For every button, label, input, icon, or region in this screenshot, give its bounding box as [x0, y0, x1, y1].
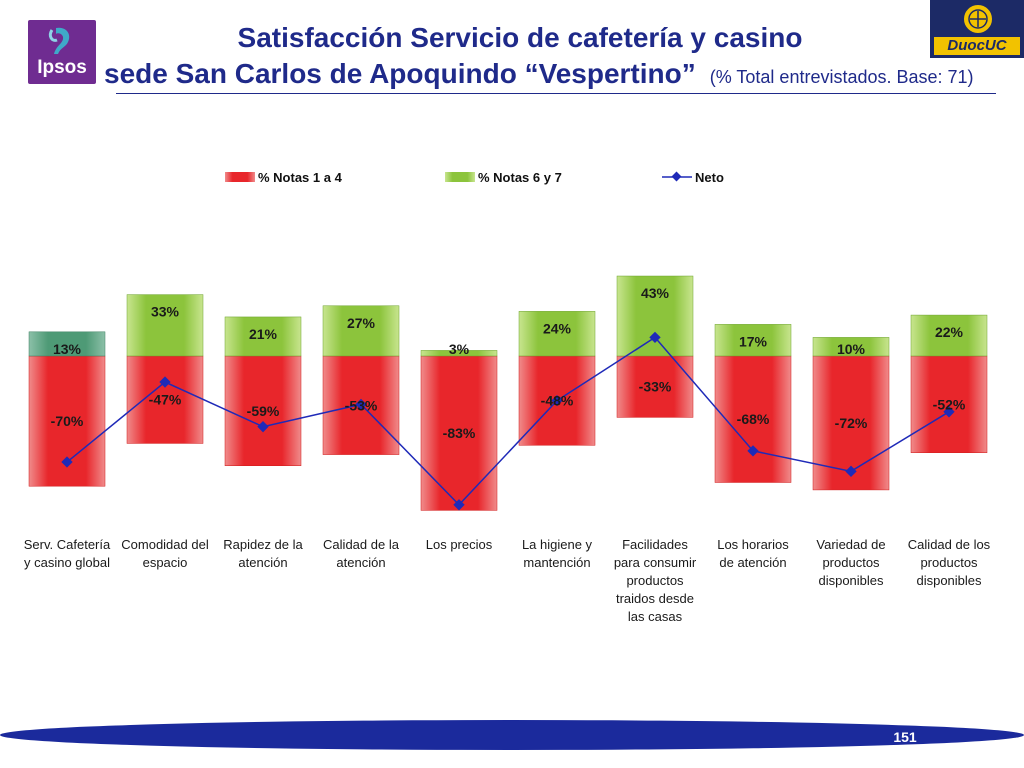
bar-notas-1-4-4 — [420, 355, 498, 511]
bar-notas-1-4-9 — [910, 355, 988, 453]
label-notas-6-7-9: 22% — [935, 324, 964, 340]
bar-notas-6-7-9 — [910, 314, 988, 357]
neto-point-2 — [257, 421, 269, 433]
neto-point-5 — [551, 394, 563, 407]
satisfaction-chart: % Notas 1 a 4 % Notas 6 y 7 Neto 13% -70% 33… — [24, 170, 991, 624]
bar-notas-6-7-5 — [518, 311, 596, 357]
page-subtitle: (% Total entrevistados. Base: 71) — [709, 67, 974, 87]
page-title-line2: sede San Carlos de Apoquindo “Vespertino… — [104, 58, 974, 90]
category-label-6-3: traidos desde — [616, 591, 694, 606]
category-label-7-1: de atención — [719, 555, 786, 570]
category-label-5-0: La higiene y — [522, 537, 593, 552]
legend-neto-marker — [671, 171, 682, 182]
label-notas-6-7-4: 3% — [449, 341, 470, 357]
category-label-5-1: mantención — [523, 555, 590, 570]
label-notas-1-4-4: -83% — [443, 425, 476, 441]
category-label-8-2: disponibles — [818, 573, 884, 588]
category-label-1-1: espacio — [143, 555, 188, 570]
label-notas-6-7-6: 43% — [641, 285, 670, 301]
label-notas-6-7-7: 17% — [739, 333, 768, 349]
neto-point-6 — [649, 331, 661, 344]
legend-label-0: % Notas 1 a 4 — [258, 170, 343, 185]
page-title-line1: Satisfacción Servicio de cafetería y cas… — [237, 22, 803, 53]
legend-swatch-1 — [445, 172, 475, 182]
label-notas-1-4-3: -53% — [345, 397, 378, 413]
duoc-seal-icon — [962, 3, 994, 35]
label-notas-6-7-1: 33% — [151, 304, 180, 320]
category-label-9-1: productos — [920, 555, 978, 570]
neto-series-line — [66, 336, 950, 506]
bar-notas-6-7-1 — [126, 294, 204, 357]
bar-notas-6-7-7 — [714, 324, 792, 357]
category-label-3-1: atención — [336, 555, 385, 570]
bar-notas-6-7-2 — [224, 316, 302, 357]
legend-label-1: % Notas 6 y 7 — [478, 170, 562, 185]
bar-notas-6-7-3 — [322, 305, 400, 357]
bar-notas-6-7-4 — [420, 350, 498, 357]
bar-notas-6-7-8 — [812, 337, 890, 357]
footer-bar — [0, 720, 1024, 750]
label-notas-6-7-0: 13% — [53, 341, 82, 357]
page-number: 151 — [893, 729, 917, 745]
category-label-2-1: atención — [238, 555, 287, 570]
category-label-6-4: las casas — [628, 609, 683, 624]
legend-swatch-0 — [225, 172, 255, 182]
neto-point-9 — [943, 406, 955, 418]
category-label-9-2: disponibles — [916, 573, 982, 588]
legend-label-2: Neto — [695, 170, 724, 185]
category-label-0-0: Serv. Cafetería — [24, 537, 111, 552]
category-label-6-2: productos — [626, 573, 684, 588]
category-label-8-1: productos — [822, 555, 880, 570]
category-label-7-0: Los horarios — [717, 537, 789, 552]
label-notas-1-4-5: -48% — [541, 393, 574, 409]
neto-point-4 — [453, 499, 465, 511]
neto-point-8 — [845, 465, 857, 477]
label-notas-1-4-9: -52% — [933, 396, 966, 412]
label-notas-1-4-8: -72% — [835, 415, 868, 431]
page-title-line2-text: sede San Carlos de Apoquindo “Vespertino… — [104, 58, 696, 89]
category-label-9-0: Calidad de los — [908, 537, 991, 552]
ipsos-logo-text: Ipsos — [37, 57, 87, 78]
chart-legend: % Notas 1 a 4 % Notas 6 y 7 Neto — [225, 170, 724, 185]
duoc-logo-text: DuocUC — [934, 37, 1020, 55]
ipsos-logo: Ipsos — [28, 20, 96, 84]
label-notas-1-4-0: -70% — [51, 413, 84, 429]
bar-notas-6-7-0 — [28, 331, 106, 357]
category-label-1-0: Comodidad del — [121, 537, 209, 552]
neto-point-7 — [747, 445, 759, 457]
label-notas-1-4-7: -68% — [737, 411, 770, 427]
category-label-8-0: Variedad de — [816, 537, 885, 552]
category-label-4-0: Los precios — [426, 537, 493, 552]
title-divider — [116, 93, 996, 94]
duoc-logo: DuocUC — [930, 0, 1024, 58]
ipsos-ribbon-icon — [48, 27, 70, 54]
label-notas-6-7-5: 24% — [543, 320, 572, 336]
category-label-3-0: Calidad de la — [323, 537, 400, 552]
label-notas-1-4-1: -47% — [149, 392, 182, 408]
category-label-2-0: Rapidez de la — [223, 537, 303, 552]
label-notas-6-7-8: 10% — [837, 341, 866, 357]
label-notas-6-7-3: 27% — [347, 315, 376, 331]
neto-point-1 — [159, 376, 171, 388]
category-label-6-1: para consumir — [614, 555, 697, 570]
label-notas-1-4-2: -59% — [247, 403, 280, 419]
label-notas-6-7-2: 21% — [249, 326, 278, 342]
category-label-0-1: y casino global — [24, 555, 110, 570]
bar-notas-1-4-2 — [224, 355, 302, 466]
category-label-6-0: Facilidades — [622, 537, 688, 552]
neto-point-3 — [355, 398, 367, 411]
bar-notas-1-4-7 — [714, 355, 792, 483]
label-notas-1-4-6: -33% — [639, 379, 672, 395]
